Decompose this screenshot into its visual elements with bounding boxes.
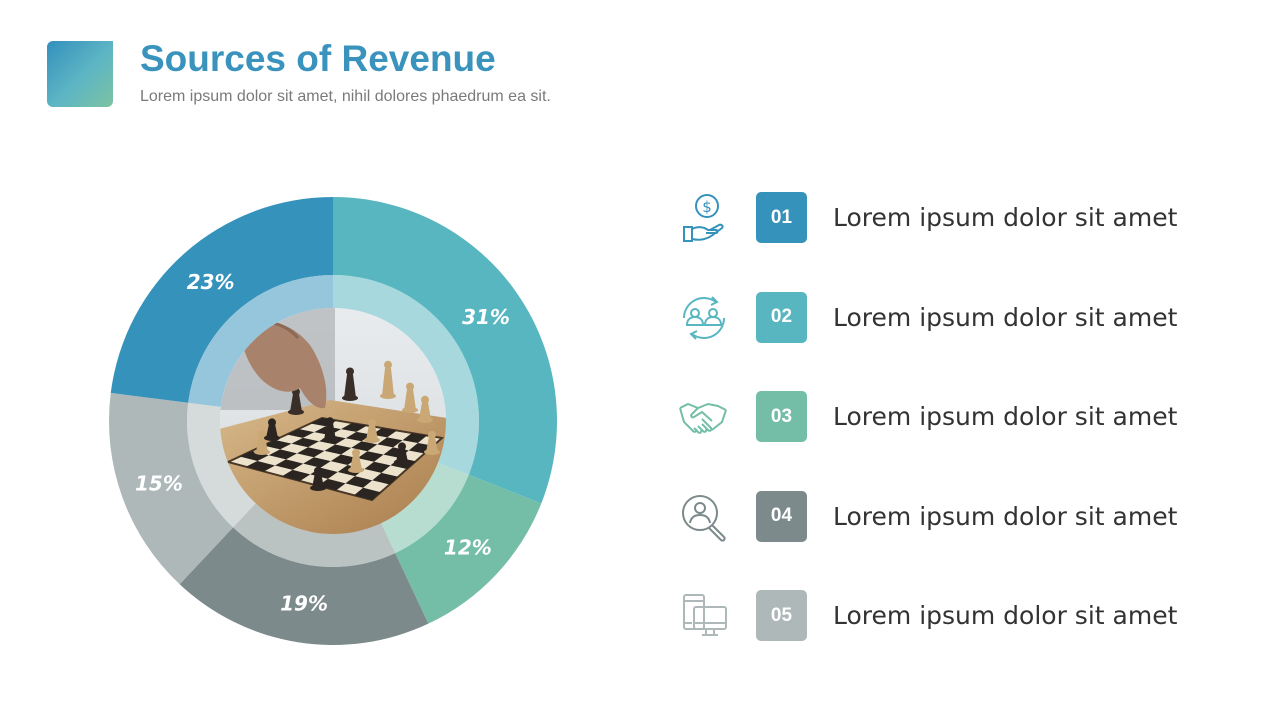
slice-5-inner xyxy=(188,275,333,407)
legend-item-05: 05 Lorem ipsum dolor sit amet xyxy=(676,590,1236,642)
legend-badge: 03 xyxy=(756,391,807,442)
slice-label-5: 23% xyxy=(187,270,235,294)
svg-text:$: $ xyxy=(702,198,712,216)
slice-2-inner xyxy=(381,462,469,554)
slice-1-inner xyxy=(333,275,479,475)
legend-item-04: 04 Lorem ipsum dolor sit amet xyxy=(676,490,1236,543)
slice-5 xyxy=(110,197,334,403)
handshake-icon xyxy=(676,392,732,442)
legend-text: Lorem ipsum dolor sit amet xyxy=(833,402,1178,431)
slice-label-2: 12% xyxy=(444,536,492,560)
legend-text: Lorem ipsum dolor sit amet xyxy=(833,302,1178,332)
legend-item-01: $ 01 Lorem ipsum dolor sit amet xyxy=(676,192,1236,244)
people-exchange-icon xyxy=(676,293,732,343)
logo-square xyxy=(47,41,113,107)
legend-text: Lorem ipsum dolor sit amet xyxy=(833,601,1178,630)
slice-3 xyxy=(179,527,429,646)
page-title: Sources of Revenue xyxy=(140,38,496,79)
slice-3-inner xyxy=(233,503,396,567)
slice-label-1: 31% xyxy=(462,305,510,329)
legend-badge: 05 xyxy=(756,590,807,641)
legend-badge: 01 xyxy=(756,192,807,243)
slice-4 xyxy=(108,392,234,585)
money-hand-icon: $ xyxy=(676,193,732,243)
legend-text: Lorem ipsum dolor sit amet xyxy=(833,203,1178,232)
slice-4-inner xyxy=(187,402,256,528)
legend-text: Lorem ipsum dolor sit amet xyxy=(833,501,1178,531)
slice-label-4: 15% xyxy=(135,472,183,496)
donut-chart: 31% 12% 19% 15% 23% xyxy=(108,197,557,646)
page-subtitle: Lorem ipsum dolor sit amet, nihil dolore… xyxy=(140,88,551,105)
slice-2 xyxy=(395,474,542,624)
search-person-icon xyxy=(676,492,732,542)
legend-item-02: 02 Lorem ipsum dolor sit amet xyxy=(676,291,1236,344)
slice-1 xyxy=(333,197,557,504)
legend-badge: 02 xyxy=(756,291,807,343)
slice-label-3: 19% xyxy=(280,592,328,616)
legend-item-03: 03 Lorem ipsum dolor sit amet xyxy=(676,391,1236,443)
devices-icon xyxy=(676,591,732,641)
legend-badge: 04 xyxy=(756,490,807,542)
